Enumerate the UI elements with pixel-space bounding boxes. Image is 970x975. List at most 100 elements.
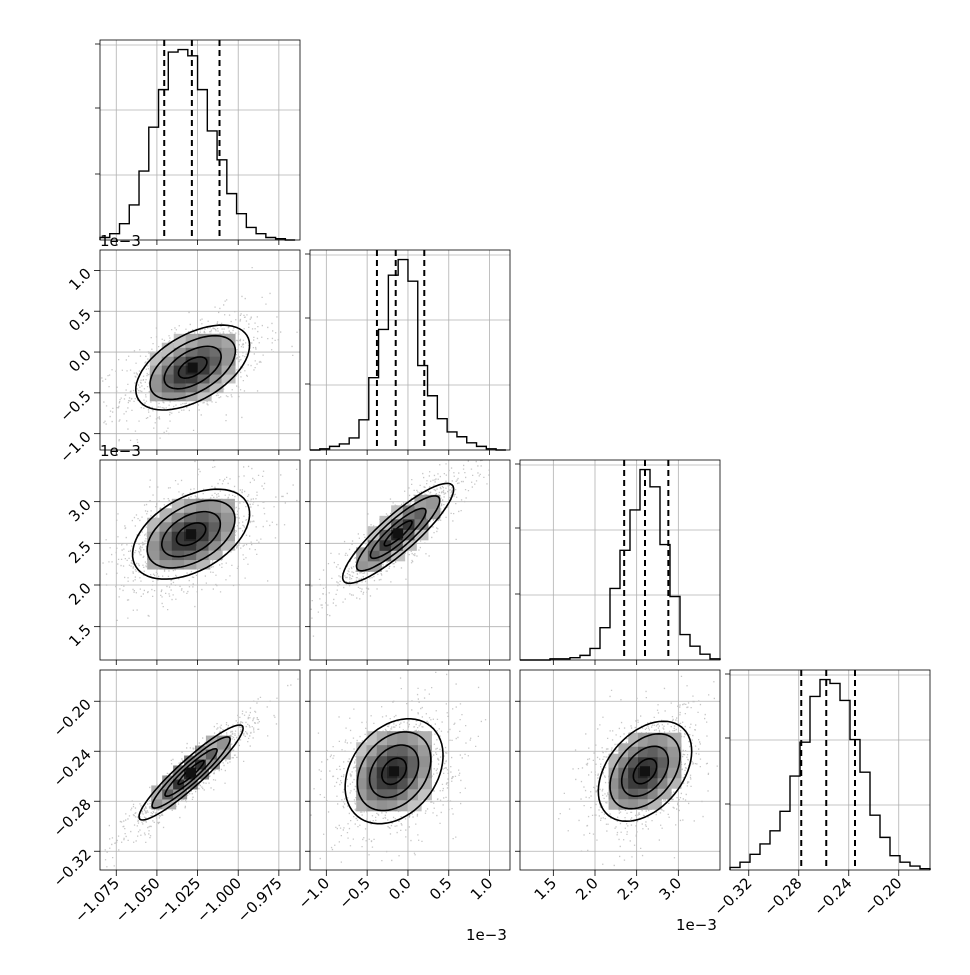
yaxis-2-ticklabel-2: 0.0 (65, 346, 95, 376)
xaxis-1-ticklabel-2: −1.025 (152, 874, 204, 926)
hist-4-steps (729, 678, 931, 870)
pair-1-contour-2 (146, 499, 236, 569)
hist-panel-3 (515, 459, 721, 661)
pair-2-density-cell (379, 515, 394, 530)
xaxis-2-offset-label: 1e−3 (466, 926, 507, 944)
yaxis-2-ticklabel-1: −0.5 (56, 387, 94, 425)
pair-panel-4-1 (99, 669, 301, 871)
pair-1-density-cell (208, 498, 223, 513)
pair-5-contour-1 (620, 745, 670, 797)
xaxis-2-ticklabel-0: −1.0 (295, 874, 333, 912)
pair-0-contour-0 (177, 356, 208, 380)
pair-1-contour-3 (131, 488, 251, 580)
pair-panel-3-2 (309, 459, 511, 661)
pair-4-density-cell (417, 753, 432, 768)
hist-panel-2 (305, 249, 511, 451)
pair-3-frame (99, 669, 301, 871)
pair-0-contour-2 (149, 334, 237, 401)
pair-4-contour-3 (344, 718, 444, 825)
pair-content-3 (100, 670, 300, 870)
xaxis-4-ticklabel-0: −0.32 (710, 874, 755, 919)
pair-1-density-cell (171, 498, 186, 513)
xaxis-1-ticklabel-3: −1.000 (193, 874, 245, 926)
yaxis-2-ticklabel-3: 0.5 (65, 305, 95, 335)
xaxis-3-ticklabel-3: 3.0 (656, 874, 686, 904)
pair-5-frame (519, 669, 721, 871)
pair-content-1 (100, 460, 300, 660)
pair-1-frame (99, 459, 301, 661)
hist-panel-4 (725, 669, 931, 871)
pair-4-peak (389, 766, 400, 777)
pair-panel-2-1 (99, 249, 301, 451)
yaxis-3-ticklabel-1: 2.0 (65, 579, 95, 609)
pair-content-2 (310, 460, 510, 660)
yaxis-3-ticklabel-0: 1.5 (65, 621, 95, 651)
pair-2-density-cell (367, 526, 382, 541)
xaxis-3-offset-label: 1e−3 (676, 916, 717, 934)
hist-panel-1 (95, 39, 301, 241)
pair-2-contour-2 (355, 495, 441, 572)
pair-2-contour-3 (341, 482, 455, 585)
xaxis-3-ticklabel-2: 2.5 (614, 874, 644, 904)
xaxis-3-ticklabel-0: 1.5 (531, 874, 561, 904)
yaxis-3-ticklabel-3: 3.0 (65, 496, 95, 526)
pair-panel-4-3 (519, 669, 721, 871)
pair-4-contour-0 (380, 757, 408, 786)
pair-0-density-cell (221, 333, 236, 348)
pair-0-contour-3 (134, 324, 251, 411)
pair-3-contour-1 (164, 748, 218, 797)
yaxis-2-offset-label: 1e−3 (100, 232, 141, 250)
pair-0-density-cell (209, 333, 224, 348)
pair-4-contour-1 (368, 744, 420, 799)
pair-5-contour-2 (609, 732, 681, 810)
pair-2-density-cell (426, 494, 441, 509)
xaxis-3-ticklabel-1: 2.0 (572, 874, 602, 904)
yaxis-2-ticklabel-0: −1.0 (56, 428, 94, 466)
xaxis-2-ticklabel-2: 0.0 (385, 874, 415, 904)
yaxis-4-ticklabel-2: −0.24 (50, 745, 95, 790)
hist-4-frame (729, 669, 931, 871)
pair-5-contour-0 (632, 758, 658, 785)
pair-4-scatter (310, 671, 487, 863)
hist-3-frame (519, 459, 721, 661)
yaxis-4-ticklabel-3: −0.20 (50, 695, 95, 740)
pair-2-contour-0 (383, 520, 413, 547)
hist-2-steps (310, 258, 506, 451)
pair-0-contour-1 (163, 345, 222, 390)
pair-panel-3-1 (99, 459, 301, 661)
pair-2-density-cell (391, 505, 406, 520)
xaxis-2-ticklabel-1: −0.5 (335, 874, 373, 912)
pair-3-contour-0 (177, 759, 205, 786)
pair-content-4 (310, 670, 510, 870)
xaxis-1-ticklabel-4: −0.975 (234, 874, 286, 926)
pair-0-peak (187, 362, 198, 373)
pair-content-0 (100, 250, 300, 450)
hist-2-frame (309, 249, 511, 451)
yaxis-2-ticklabel-4: 1.0 (65, 265, 95, 295)
hist-1-frame (99, 39, 301, 241)
yaxis-4-ticklabel-1: −0.28 (50, 795, 95, 840)
pair-2-frame (309, 459, 511, 661)
pair-4-density-cell (417, 731, 432, 746)
pair-5-contour-3 (597, 720, 693, 823)
yaxis-3-offset-label: 1e−3 (100, 442, 141, 460)
pair-3-contour-2 (151, 736, 231, 809)
xaxis-2-ticklabel-3: 0.5 (426, 874, 456, 904)
pair-1-density-cell (159, 508, 174, 523)
hist-1-steps (99, 48, 296, 241)
pair-2-peak (393, 528, 404, 539)
pair-3-contour-3 (138, 724, 244, 821)
xaxis-4-ticklabel-1: −0.28 (760, 874, 805, 919)
pair-1-peak (186, 529, 197, 540)
pair-5-peak (640, 766, 650, 777)
xaxis-4-ticklabel-2: −0.24 (810, 874, 855, 919)
pair-4-contour-2 (356, 731, 432, 812)
pair-4-frame (309, 669, 511, 871)
pair-content-5 (520, 670, 720, 870)
xaxis-1-ticklabel-0: −1.075 (71, 874, 123, 926)
pair-1-density-cell (147, 517, 162, 532)
pair-1-contour-1 (161, 510, 222, 558)
yaxis-4-ticklabel-0: −0.32 (50, 845, 95, 890)
